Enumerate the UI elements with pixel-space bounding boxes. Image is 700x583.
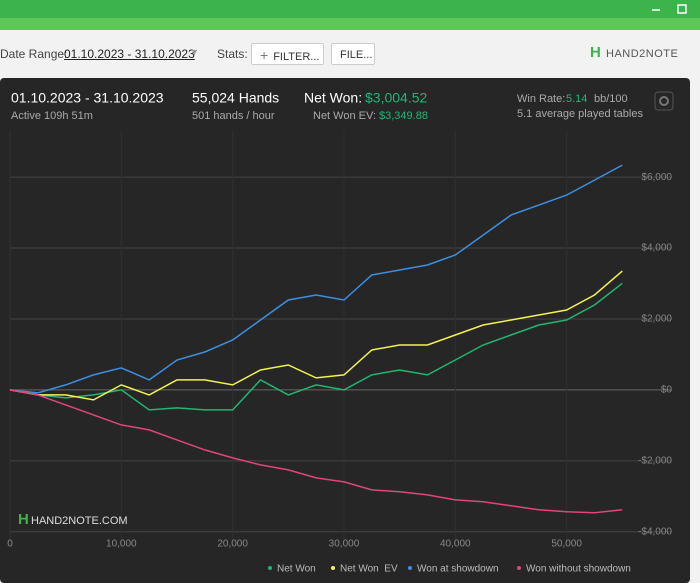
toolbar: Date Range: 01.10.2023 - 31.10.2023 ▼ St… bbox=[0, 30, 700, 78]
y-tick-label: $2,000 bbox=[641, 314, 672, 325]
x-tick-label: 50,000 bbox=[551, 539, 582, 550]
file-text: FILE... bbox=[340, 49, 373, 61]
net-won-ev-label: Net Won EV: bbox=[313, 110, 376, 122]
series-line bbox=[9, 389, 623, 514]
x-tick-label: 10,000 bbox=[106, 539, 137, 550]
maximize[interactable] bbox=[677, 4, 687, 14]
series-line bbox=[9, 164, 623, 394]
filter-button[interactable]: + FILTER... bbox=[251, 43, 324, 65]
period: 01.10.2023 - 31.10.2023 bbox=[11, 90, 164, 106]
y-tick-label: -$4,000 bbox=[638, 526, 672, 537]
dropdown-arrow[interactable]: ▼ bbox=[190, 47, 199, 57]
file-button[interactable]: FILE... bbox=[331, 43, 375, 65]
tables: 5.1 average played tables bbox=[517, 108, 643, 120]
series-line bbox=[9, 270, 623, 401]
win-rate-unit: bb/100 bbox=[594, 93, 628, 105]
legend-label: Won without showdown bbox=[526, 564, 631, 575]
hands-per-hour: 501 hands / hour bbox=[192, 110, 275, 122]
date-range[interactable]: 01.10.2023 - 31.10.2023 bbox=[64, 47, 195, 61]
x-tick-label: 0 bbox=[7, 539, 13, 550]
legend-label: Net Won EV bbox=[340, 564, 398, 575]
settings-button[interactable] bbox=[654, 91, 674, 111]
net-won-label: Net Won: bbox=[304, 90, 362, 106]
window-controls[interactable] bbox=[650, 4, 695, 16]
y-tick-label: -$2,000 bbox=[638, 456, 672, 467]
watermark: HAND2NOTE.COM bbox=[31, 515, 128, 527]
y-tick-label: $6,000 bbox=[641, 172, 672, 183]
x-tick-label: 20,000 bbox=[217, 539, 248, 550]
filter-text: FILTER... bbox=[273, 51, 320, 63]
x-tick-label: 30,000 bbox=[329, 539, 360, 550]
series-line bbox=[9, 282, 623, 411]
logo-icon: H bbox=[590, 44, 601, 61]
y-tick-label: $4,000 bbox=[641, 243, 672, 254]
title-bar-stripe bbox=[0, 18, 700, 30]
panel-bg bbox=[0, 78, 690, 583]
win-rate-label: Win Rate: bbox=[517, 93, 565, 105]
x-tick-label: 40,000 bbox=[440, 539, 471, 550]
legend-marker bbox=[408, 566, 412, 570]
legend-label: Net Won bbox=[277, 564, 316, 575]
settings-icon bbox=[659, 96, 669, 106]
title-bar bbox=[0, 0, 700, 30]
chart-panel: 01.10.2023 - 31.10.2023 Active 109h 51m … bbox=[0, 78, 690, 583]
legend-label: Won at showdown bbox=[417, 564, 499, 575]
logo: HAND2NOTE bbox=[606, 48, 679, 60]
net-won: $3,004.52 bbox=[365, 90, 427, 106]
date-range-label: Date Range: bbox=[0, 47, 68, 61]
legend-marker bbox=[331, 566, 335, 570]
y-tick-label: $0 bbox=[661, 385, 673, 396]
net-won-ev: $3,349.88 bbox=[379, 110, 428, 122]
hands: 55,024 Hands bbox=[192, 90, 279, 106]
active: Active 109h 51m bbox=[11, 110, 93, 122]
watermark-icon: H bbox=[18, 511, 29, 528]
win-rate: 5.14 bbox=[566, 93, 587, 105]
stats-label: Stats: bbox=[217, 47, 248, 61]
legend-marker bbox=[268, 566, 272, 570]
legend-marker bbox=[517, 566, 521, 570]
